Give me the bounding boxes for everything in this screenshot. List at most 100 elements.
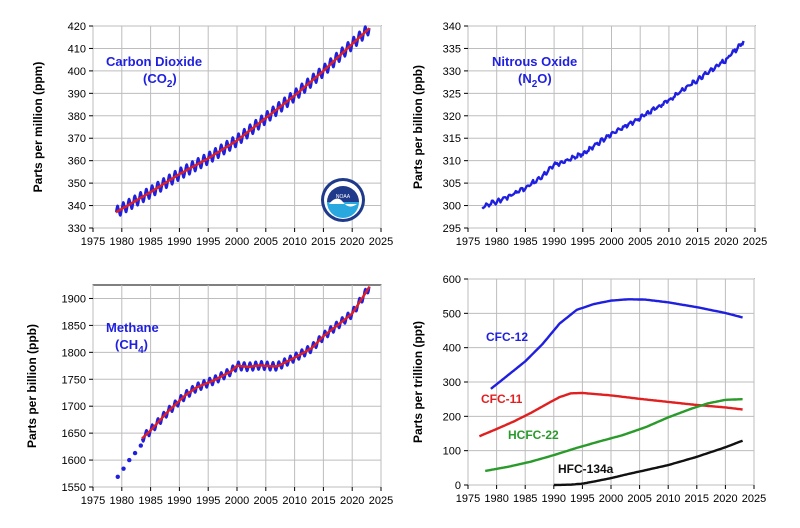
x-tick-label: 2020 [713,493,737,505]
y-tick-label: 330 [443,66,461,78]
y-tick-label: 380 [68,111,86,123]
n2o-y-axis-label: Parts per billion (ppb) [411,65,425,189]
x-tick-label: 2000 [225,495,249,507]
x-tick-label: 1975 [81,495,105,507]
n2o-y-ticks: 295 300 305 310 315 320 325 330 335 340 [443,21,468,235]
y-tick-label: 330 [68,223,86,235]
data-point [132,450,138,456]
x-tick-label: 1980 [110,495,134,507]
y-tick-label: 340 [68,201,86,213]
y-tick-label: 300 [443,377,461,389]
x-tick-label: 1980 [484,236,508,248]
n2o-grid [467,25,756,229]
y-tick-label: 370 [68,133,86,145]
y-tick-label: 1600 [62,455,86,467]
ch4-series [115,285,371,479]
x-tick-label: 2010 [282,236,306,248]
data-point [127,457,132,463]
co2-grid [92,25,382,229]
y-tick-label: 335 [443,43,461,55]
n2o-title: Nitrous Oxide [492,54,577,69]
cfc11-label: CFC-11 [481,392,523,406]
series-line-hfc-134a [553,439,744,487]
series-line [115,27,371,214]
x-tick-label: 2005 [628,236,652,248]
y-tick-label: 410 [68,43,86,55]
ch4-grid [92,285,382,488]
x-tick-label: 2000 [599,236,623,248]
halocarbon-x-ticks: 1975 1980 1985 1990 1995 2000 2005 2010 2015 2020… [456,485,766,505]
ch4-x-ticks: 1975 1980 1985 1990 1995 2000 2005 2010 2015 2020… [81,487,393,507]
co2-y-axis-label: Parts per million (ppm) [31,62,45,193]
halocarbon-y-ticks: 0 100 200 300 400 500 600 [443,274,468,492]
n2o-series [481,40,745,210]
co2-formula: (CO2) [143,71,177,90]
y-tick-label: 500 [443,308,461,320]
x-tick-label: 1985 [513,236,537,248]
x-tick-label: 1975 [456,236,480,248]
x-tick-label: 2010 [282,495,306,507]
ch4-formula: (CH4) [115,337,148,356]
x-tick-label: 2015 [685,236,709,248]
ch4-title: Methane [106,320,159,335]
co2-x-ticks: 1975 1980 1985 1990 1995 2000 2005 2010 2015 2020… [81,228,393,248]
x-tick-label: 1990 [542,493,566,505]
x-tick-label: 2015 [311,236,335,248]
halocarbon-y-axis-label: Parts per trillion (ppt) [411,321,425,443]
x-tick-label: 1995 [570,493,594,505]
y-tick-label: 600 [443,274,461,286]
y-tick-label: 400 [443,343,461,355]
x-tick-label: 1980 [110,236,134,248]
x-tick-label: 1975 [81,236,105,248]
x-tick-label: 1985 [138,236,162,248]
series-line-cfc-12 [490,298,743,390]
y-tick-label: 1650 [62,428,86,440]
y-tick-label: 350 [68,178,86,190]
y-tick-label: 315 [443,133,461,145]
hcfc22-label: HCFC-22 [508,428,559,442]
x-tick-label: 1985 [513,493,537,505]
data-point [115,474,120,479]
x-tick-label: 1995 [196,495,220,507]
data-point [138,443,144,448]
x-tick-label: 1975 [456,493,480,505]
y-tick-label: 390 [68,88,86,100]
y-tick-label: 1550 [62,482,86,494]
x-tick-label: 2020 [340,236,364,248]
x-tick-label: 1990 [167,236,191,248]
hfc134a-label: HFC-134a [558,462,614,476]
y-tick-label: 340 [443,21,461,33]
x-tick-label: 2025 [369,495,393,507]
halocarbon-chart: 1975 1980 1985 1990 1995 2000 2005 2010 2015 2020… [411,274,766,505]
cfc12-label: CFC-12 [486,330,528,344]
y-tick-label: 320 [443,111,461,123]
x-tick-label: 1990 [542,236,566,248]
y-tick-label: 200 [443,411,461,423]
x-tick-label: 2005 [627,493,651,505]
series-line [140,286,371,443]
x-tick-label: 1995 [571,236,595,248]
x-tick-label: 2015 [685,493,709,505]
y-tick-label: 1850 [62,320,86,332]
x-tick-label: 2010 [656,493,680,505]
ch4-y-axis-label: Parts per billion (ppb) [25,324,39,448]
x-tick-label: 2005 [254,495,278,507]
x-tick-label: 1990 [167,495,191,507]
n2o-x-ticks: 1975 1980 1985 1990 1995 2000 2005 2010 2015 2020… [456,228,767,248]
y-tick-label: 420 [68,21,86,33]
y-tick-label: 310 [443,156,461,168]
x-tick-label: 2000 [599,493,623,505]
x-tick-label: 1985 [138,495,162,507]
x-tick-label: 2010 [657,236,681,248]
x-tick-label: 1995 [196,236,220,248]
halocarbon-series [478,298,744,487]
x-tick-label: 2020 [340,495,364,507]
y-tick-label: 325 [443,88,461,100]
x-tick-label: 2025 [742,493,766,505]
x-tick-label: 1980 [484,493,508,505]
noaa-logo: NOAA [321,178,365,222]
x-tick-label: 2025 [369,236,393,248]
y-tick-label: 1800 [62,347,86,359]
x-tick-label: 2020 [714,236,738,248]
series-line-hcfc-22 [485,397,743,473]
